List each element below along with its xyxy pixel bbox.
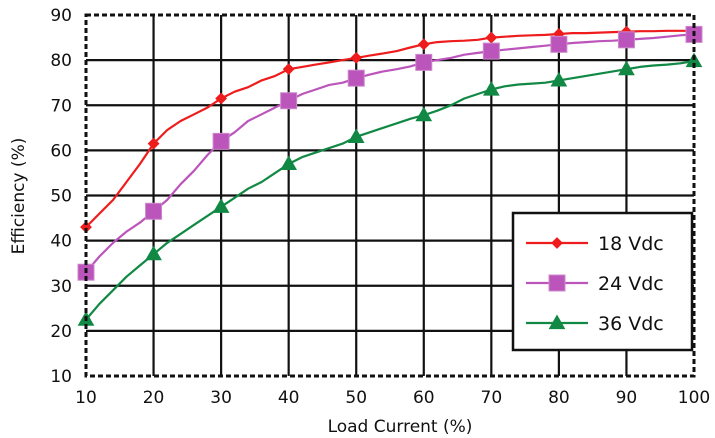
series-3-marker bbox=[415, 106, 433, 122]
y-axis-label: Efficiency (%) bbox=[9, 138, 29, 255]
y-tick-label: 90 bbox=[50, 6, 72, 26]
y-tick-label: 60 bbox=[50, 141, 72, 161]
series-3-marker bbox=[482, 80, 500, 96]
x-tick-label: 100 bbox=[678, 388, 710, 408]
series-2-marker bbox=[482, 42, 500, 60]
y-tick-label: 50 bbox=[50, 187, 72, 207]
legend-label-3: 36 Vdc bbox=[598, 313, 664, 335]
series-3-marker bbox=[280, 155, 298, 171]
x-tick-label: 80 bbox=[548, 388, 570, 408]
series-3-marker bbox=[618, 60, 635, 76]
series-3-marker bbox=[212, 198, 230, 213]
series-2-marker bbox=[212, 132, 230, 150]
y-tick-label: 70 bbox=[50, 96, 72, 116]
x-tick-label: 70 bbox=[481, 388, 503, 408]
x-tick-labels: 10 20 30 40 50 60 70 80 90 100 bbox=[75, 388, 710, 408]
series-1-marker bbox=[417, 38, 430, 51]
y-tick-label: 30 bbox=[50, 277, 72, 297]
x-tick-label: 90 bbox=[616, 388, 638, 408]
series-1-marker bbox=[282, 63, 295, 76]
plot-frame bbox=[84, 13, 696, 378]
x-tick-label: 40 bbox=[278, 388, 300, 408]
series-markers bbox=[77, 24, 703, 326]
legend-marker-2 bbox=[548, 274, 566, 292]
legend-marker-1 bbox=[551, 237, 563, 249]
legend-label-2: 24 Vdc bbox=[598, 273, 664, 295]
x-tick-label: 60 bbox=[413, 388, 435, 408]
legend: 18 Vdc 24 Vdc 36 Vdc bbox=[511, 211, 694, 352]
x-tick-label: 20 bbox=[143, 388, 165, 408]
x-tick-label: 10 bbox=[75, 388, 97, 408]
series-3-marker bbox=[550, 71, 568, 87]
x-axis-label: Load Current (%) bbox=[328, 417, 473, 437]
series-line-1 bbox=[85, 29, 694, 228]
series-1-marker bbox=[215, 92, 228, 105]
series-2-marker bbox=[550, 35, 568, 53]
series-2-marker bbox=[145, 202, 163, 220]
series-2-marker bbox=[347, 69, 365, 87]
series-lines bbox=[85, 29, 695, 321]
series-2-marker bbox=[617, 31, 635, 49]
series-2-marker bbox=[415, 53, 433, 71]
y-tick-label: 10 bbox=[50, 367, 72, 387]
series-line-2 bbox=[85, 33, 695, 273]
plot-border bbox=[84, 13, 696, 378]
y-tick-labels: 10 20 30 40 50 60 70 80 90 bbox=[50, 6, 72, 387]
y-tick-label: 20 bbox=[50, 322, 72, 342]
x-tick-label: 50 bbox=[345, 388, 367, 408]
y-tick-label: 80 bbox=[50, 51, 72, 71]
series-line-3 bbox=[85, 59, 695, 321]
series-1-marker bbox=[147, 137, 160, 150]
y-tick-label: 40 bbox=[50, 232, 72, 252]
series-2-marker bbox=[280, 92, 298, 110]
series-3-marker bbox=[347, 128, 365, 143]
legend-marker-3 bbox=[548, 314, 566, 330]
series-3-marker bbox=[145, 245, 162, 261]
series-1-marker bbox=[485, 31, 498, 44]
series-1-marker bbox=[350, 51, 363, 64]
legend-label-1: 18 Vdc bbox=[598, 233, 664, 255]
x-tick-label: 30 bbox=[210, 388, 232, 408]
legend-box bbox=[511, 211, 694, 352]
